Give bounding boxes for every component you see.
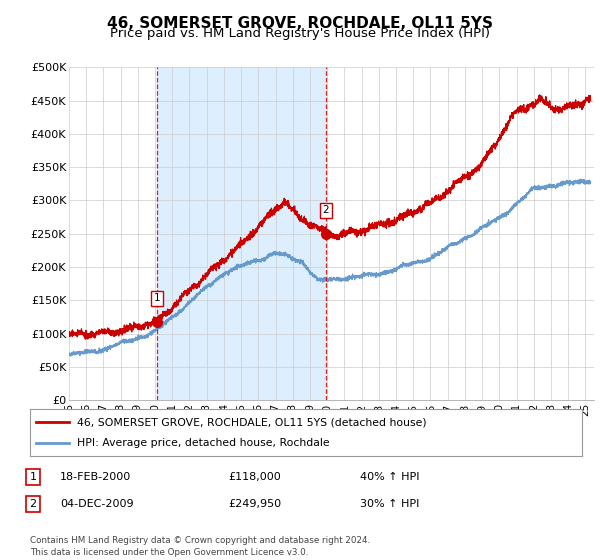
Text: 18-FEB-2000: 18-FEB-2000 [60,472,131,482]
Bar [157,67,326,400]
Text: 2: 2 [323,205,329,215]
Text: Contains HM Land Registry data © Crown copyright and database right 2024.
This d: Contains HM Land Registry data © Crown c… [30,536,370,557]
Text: 30% ↑ HPI: 30% ↑ HPI [360,499,419,509]
Text: Price paid vs. HM Land Registry's House Price Index (HPI): Price paid vs. HM Land Registry's House … [110,27,490,40]
Text: HPI: Average price, detached house, Rochdale: HPI: Average price, detached house, Roch… [77,438,329,448]
Text: 2: 2 [29,499,37,509]
Text: £249,950: £249,950 [228,499,281,509]
Text: 04-DEC-2009: 04-DEC-2009 [60,499,134,509]
Text: 46, SOMERSET GROVE, ROCHDALE, OL11 5YS (detached house): 46, SOMERSET GROVE, ROCHDALE, OL11 5YS (… [77,417,427,427]
Text: 40% ↑ HPI: 40% ↑ HPI [360,472,419,482]
Text: 1: 1 [154,293,161,303]
Text: 46, SOMERSET GROVE, ROCHDALE, OL11 5YS: 46, SOMERSET GROVE, ROCHDALE, OL11 5YS [107,16,493,31]
Text: 1: 1 [29,472,37,482]
Text: £118,000: £118,000 [228,472,281,482]
